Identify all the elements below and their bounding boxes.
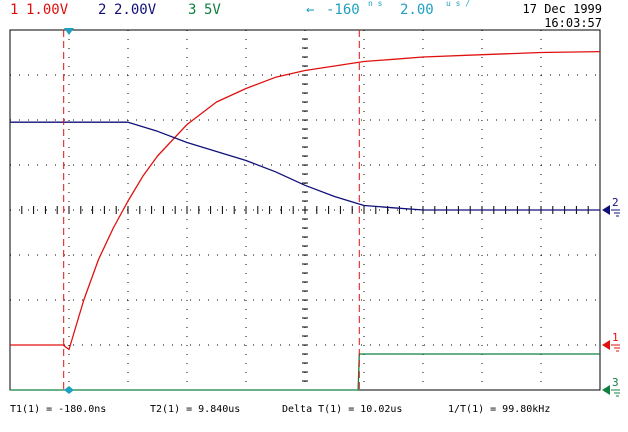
ch2-number: 2: [98, 2, 107, 18]
trace-ch1: [10, 50, 601, 351]
ground-marker-label: 2: [612, 196, 619, 209]
trigger-bottom-marker-icon: [64, 386, 74, 394]
time-stamp: 16:03:57: [544, 16, 602, 30]
ch2-scale: 2.00V: [114, 2, 157, 18]
ch3-number: 3: [188, 2, 197, 18]
trace-ch2: [10, 121, 600, 211]
trigger-top-marker-icon: [64, 28, 74, 35]
ch1-number: 1: [10, 2, 19, 18]
ground-marker-ch3-icon: 3: [602, 376, 620, 397]
delta-t-readout: Delta T(1) = 10.02us: [282, 404, 403, 415]
date-stamp: 17 Dec 1999: [522, 2, 602, 16]
trigger-delay: -160: [326, 2, 360, 18]
timebase: 2.00: [400, 2, 434, 18]
trigger-arrow-icon: ←: [306, 2, 315, 18]
cursor-t2-readout: T2(1) = 9.840us: [150, 404, 241, 415]
ground-marker-arrow: [602, 385, 610, 395]
frequency-readout: 1/T(1) = 99.80kHz: [448, 404, 551, 415]
markers: 1 2 3: [63, 28, 620, 397]
ground-marker-ch2-icon: 2: [602, 196, 620, 217]
ch3-scale: 5V: [204, 2, 221, 18]
ground-marker-label: 3: [612, 376, 619, 389]
timebase-unit: u s /: [446, 0, 471, 8]
ch1-scale: 1.00V: [26, 2, 69, 18]
ground-marker-arrow: [602, 205, 610, 215]
cursor-t1-readout: T1(1) = -180.0ns: [10, 404, 107, 415]
ground-marker-label: 1: [612, 331, 619, 344]
ground-marker-arrow: [602, 340, 610, 350]
trigger-delay-unit: n s: [368, 0, 383, 8]
ground-marker-ch1-icon: 1: [602, 331, 620, 352]
